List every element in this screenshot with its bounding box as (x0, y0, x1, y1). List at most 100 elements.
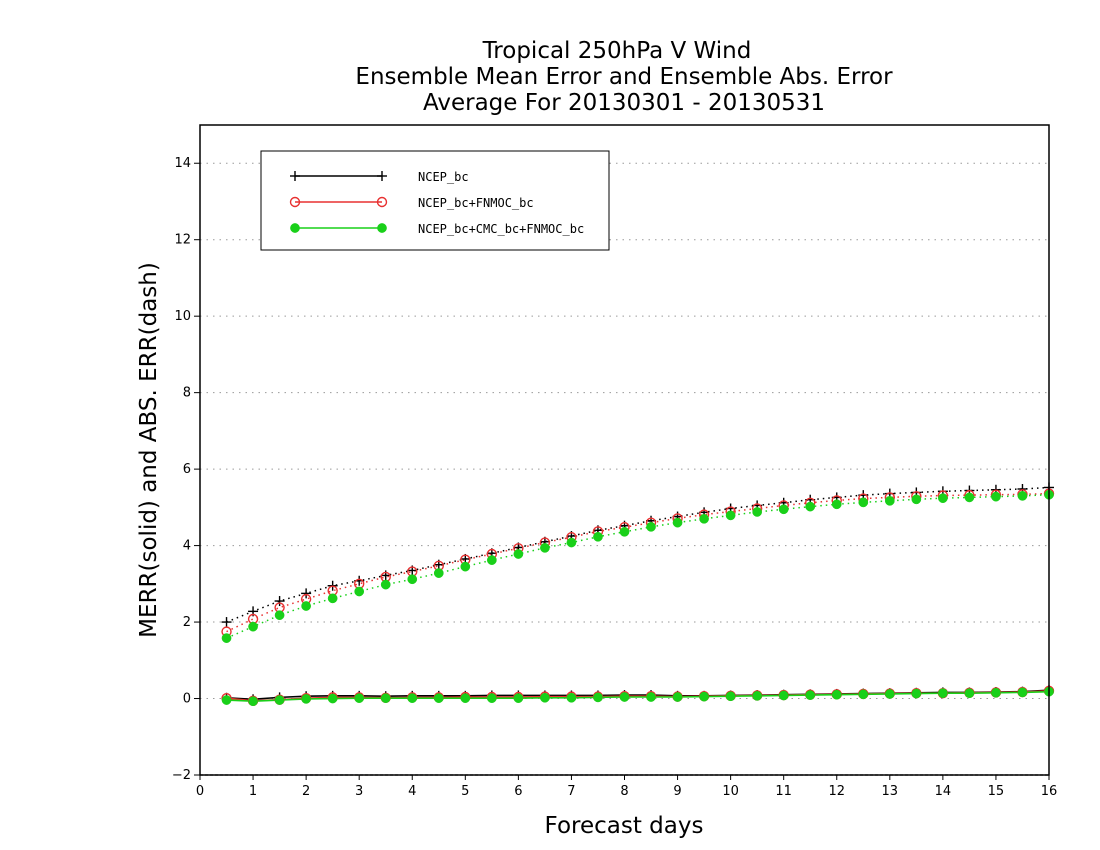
series-2-mean-error-point (274, 695, 285, 705)
series-2-abs-error-point (991, 491, 1001, 502)
series-2-abs-error-point (301, 601, 311, 611)
legend-label: NCEP_bc+FNMOC_bc (418, 196, 534, 210)
x-tick-label: 7 (567, 784, 575, 799)
series-2-abs-error-point (646, 522, 656, 532)
series-2-mean-error-point (327, 693, 338, 704)
title-line-1: Tropical 250hPa V Wind (482, 38, 752, 64)
series-2-mean-error-point (646, 692, 656, 702)
title-line-2: Ensemble Mean Error and Ensemble Abs. Er… (355, 64, 893, 90)
y-tick-label: −2 (172, 768, 191, 783)
series-2-mean-error-point (805, 690, 816, 700)
legend-marker (290, 223, 300, 233)
series-2-abs-error-point (433, 568, 444, 578)
series-2-mean-error-point (831, 689, 842, 700)
y-axis-ticks: −2 0 2 4 6 8 10 12 14 (172, 156, 200, 783)
x-tick-label: 3 (355, 784, 363, 799)
series-2-mean-error-point (938, 688, 948, 699)
data-series (221, 482, 1055, 707)
legend: NCEP_bc NCEP_bc+FNMOC_bc NCEP_bc+CMC_bc+FN… (260, 150, 610, 251)
y-tick-label: 6 (183, 462, 191, 477)
x-tick-label: 14 (935, 784, 952, 799)
legend-marker (376, 196, 388, 208)
series-0-abs-error-point (301, 588, 312, 599)
series-2-abs-error-point (1017, 491, 1028, 501)
series-2-abs-error-point (540, 543, 550, 553)
y-tick-label: 8 (183, 386, 191, 401)
series-1-abs-error-line (226, 492, 1050, 633)
series-2-mean-error-point (460, 693, 471, 703)
series-2-mean-error-point (699, 691, 709, 702)
x-tick-label: 5 (461, 784, 469, 799)
legend-marker (289, 196, 301, 208)
series-2-mean-error-point (566, 692, 577, 703)
plot-area-frame (199, 124, 1050, 776)
series-2-mean-error-point (752, 691, 763, 701)
series-2-abs-error-point (248, 621, 258, 632)
series-2-abs-error-point (221, 633, 232, 643)
legend-label: NCEP_bc (418, 170, 469, 184)
series-2-mean-error-point (513, 693, 524, 703)
series-2-abs-error-point (778, 504, 789, 515)
y-tick-label: 12 (174, 233, 191, 248)
series-2-mean-error-point (486, 693, 497, 703)
title-line-3: Average For 20130301 - 20130531 (423, 90, 825, 116)
series-2-mean-error-point (540, 692, 550, 703)
series-0-abs-error-line (226, 486, 1050, 623)
series-2-abs-error-line (226, 493, 1050, 639)
series-2-mean-error-point (911, 688, 922, 699)
series-2-mean-error-point (619, 692, 630, 702)
series-2-abs-error-point (752, 507, 763, 517)
x-tick-label: 10 (722, 784, 739, 799)
series-2-abs-error-point (911, 494, 922, 505)
series-2-mean-error-point (1017, 687, 1028, 698)
x-axis-ticks: 0 1 2 3 4 5 6 7 8 9 10 11 12 13 14 15 16 (196, 775, 1057, 799)
series-2-mean-error-point (301, 694, 311, 704)
series-2-mean-error-point (354, 693, 365, 703)
series-2-mean-error-point (964, 688, 975, 699)
x-tick-label: 11 (775, 784, 792, 799)
y-tick-label: 2 (183, 615, 191, 630)
series-0-abs-error-point (274, 596, 285, 607)
series-2-abs-error-point (513, 549, 524, 559)
legend-label: NCEP_bc+CMC_bc+FNMOC_bc (418, 222, 584, 236)
series-2-mean-error-point (991, 687, 1001, 698)
series-2-mean-error-point (221, 695, 232, 705)
x-tick-label: 9 (673, 784, 681, 799)
series-2-abs-error-point (831, 499, 842, 510)
series-2-abs-error-point (699, 513, 709, 524)
series-2-abs-error-point (380, 579, 391, 590)
series-2-mean-error-point (248, 696, 258, 707)
series-2-abs-error-point (274, 610, 285, 621)
y-tick-label: 10 (174, 309, 191, 324)
series-2-abs-error-point (884, 496, 895, 506)
x-tick-label: 2 (302, 784, 310, 799)
chart-title: Tropical 250hPa V Wind Ensemble Mean Err… (355, 38, 893, 116)
series-2-abs-error-point (805, 501, 816, 512)
series-2-abs-error-point (858, 497, 869, 508)
series-2-abs-error-point (938, 493, 948, 504)
legend-box (260, 150, 610, 251)
series-2-mean-error-point (593, 692, 603, 703)
series-2-abs-error-point (619, 526, 630, 537)
series-2-abs-error-point (460, 561, 471, 572)
x-tick-label: 1 (249, 784, 257, 799)
series-2-abs-error-point (407, 574, 418, 585)
y-tick-label: 0 (183, 692, 191, 707)
series-2-abs-error-point (593, 531, 603, 542)
series-2-abs-error-point (566, 537, 577, 548)
x-tick-label: 0 (196, 784, 204, 799)
series-2-abs-error-point (964, 492, 975, 503)
x-tick-label: 6 (514, 784, 522, 799)
series-2-mean-error-point (884, 689, 895, 699)
x-tick-label: 15 (988, 784, 1005, 799)
series-2-mean-error-point (672, 692, 683, 702)
series-2-mean-error-point (725, 691, 736, 702)
legend-marker (377, 171, 387, 181)
series-2-mean-error-point (407, 693, 418, 703)
y-axis-title: MERR(solid) and ABS. ERR(dash) (136, 262, 162, 638)
series-2-mean-error-point (380, 693, 391, 703)
gridlines (200, 162, 1049, 776)
series-2-abs-error-point (354, 586, 365, 597)
series-2-abs-error-point (327, 593, 338, 604)
